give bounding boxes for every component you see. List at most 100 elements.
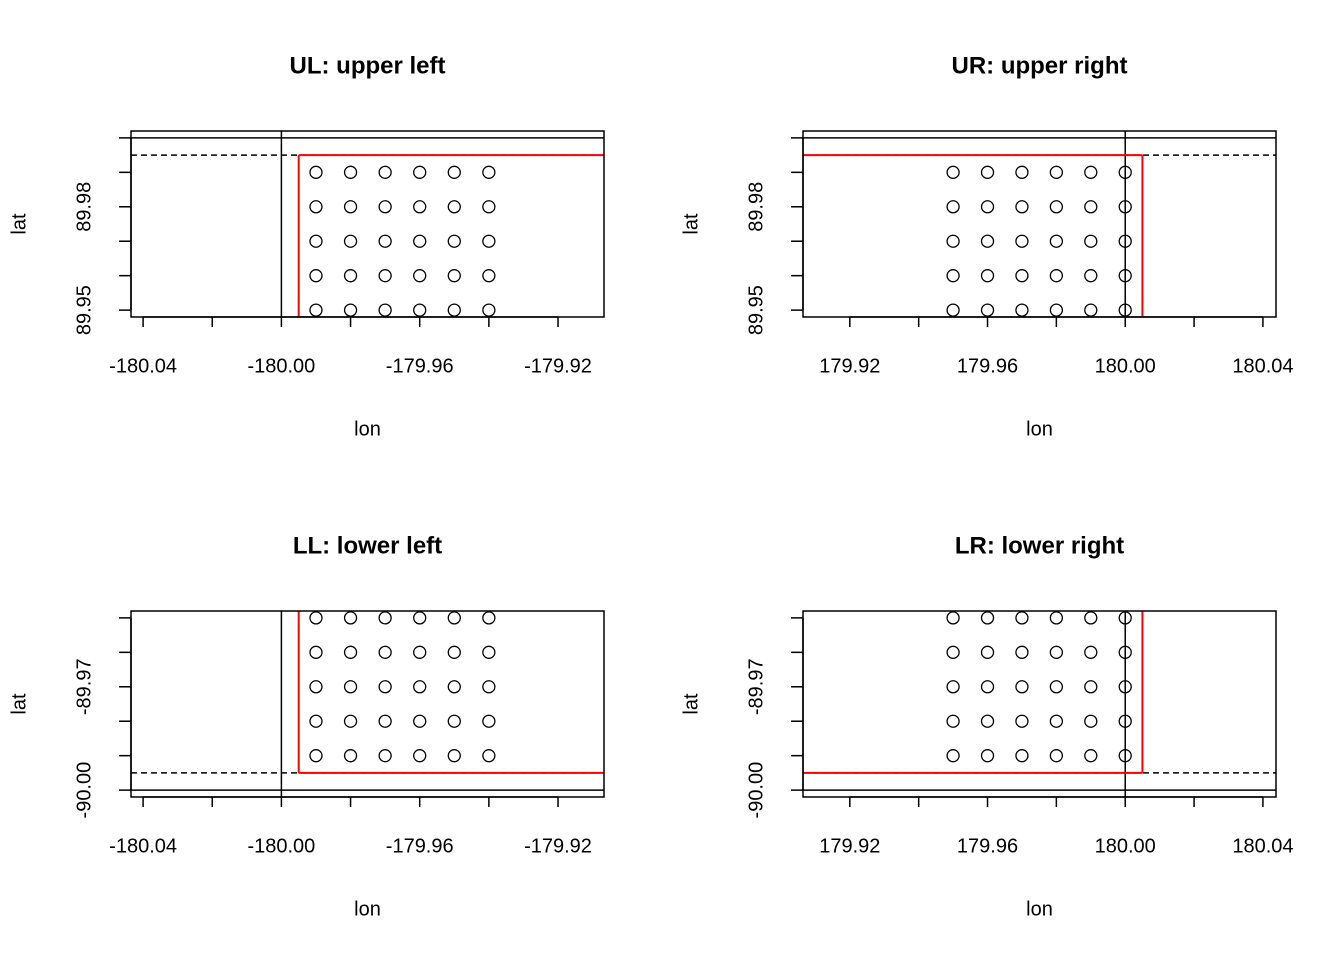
- y-axis-label: lat: [8, 693, 30, 715]
- point: [1118, 200, 1132, 214]
- point: [378, 749, 392, 763]
- point: [946, 611, 960, 625]
- point: [1084, 303, 1098, 317]
- point: [980, 645, 995, 659]
- point: [378, 645, 392, 659]
- point: [309, 645, 323, 659]
- plot-frame: [130, 130, 605, 318]
- point: [413, 165, 427, 179]
- point: [378, 234, 392, 248]
- point: [946, 645, 960, 659]
- plot-area: [131, 131, 604, 317]
- point: [946, 714, 960, 728]
- point: [343, 165, 358, 179]
- point: [1049, 645, 1064, 659]
- point: [378, 269, 392, 283]
- point: [1049, 303, 1064, 317]
- x-tick-label: -180.04: [109, 835, 177, 857]
- plot-area: [131, 611, 604, 797]
- y-axis-label: lat: [680, 213, 702, 235]
- x-tick-label: 180.00: [1095, 355, 1156, 377]
- point: [980, 611, 995, 625]
- x-tick-label: 179.92: [819, 355, 880, 377]
- point: [980, 234, 995, 248]
- x-tick-label: -179.92: [524, 835, 592, 857]
- point: [482, 234, 496, 248]
- panel: LL: lower left lon lat -180.04 -180.00 -179.9…: [8, 532, 605, 920]
- plot-frame: [130, 610, 605, 798]
- point: [343, 714, 358, 728]
- x-tick-label: 180.00: [1095, 835, 1156, 857]
- point: [447, 234, 461, 248]
- point: [1084, 234, 1098, 248]
- x-tick-label: -180.00: [247, 355, 315, 377]
- plot-area: [803, 131, 1276, 317]
- x-axis-label: lon: [1026, 898, 1053, 920]
- point: [378, 714, 392, 728]
- y-tick-label: 89.98: [73, 182, 95, 232]
- point: [309, 680, 323, 694]
- point: [343, 303, 358, 317]
- x-tick-label: 180.04: [1232, 355, 1293, 377]
- x-tick-label: -179.92: [524, 355, 592, 377]
- point: [309, 165, 323, 179]
- y-tick-label: -90.00: [745, 762, 767, 819]
- point: [1015, 749, 1029, 763]
- point: [1015, 200, 1029, 214]
- point: [378, 200, 392, 214]
- point: [980, 303, 995, 317]
- plot-area: [803, 611, 1276, 797]
- point: [1118, 749, 1132, 763]
- point: [1049, 611, 1064, 625]
- x-tick-label: 179.96: [957, 835, 1018, 857]
- point: [413, 645, 427, 659]
- point: [482, 680, 496, 694]
- plot-frame: [802, 610, 1277, 798]
- x-tick-label: 179.92: [819, 835, 880, 857]
- x-axis-label: lon: [354, 898, 381, 920]
- point: [447, 645, 461, 659]
- point: [980, 269, 995, 283]
- point: [482, 165, 496, 179]
- point: [482, 303, 496, 317]
- y-tick-label: 89.95: [73, 285, 95, 335]
- point: [1015, 611, 1029, 625]
- point: [309, 303, 323, 317]
- point: [980, 165, 995, 179]
- x-tick-label: -180.00: [247, 835, 315, 857]
- y-axis-label: lat: [680, 693, 702, 715]
- point: [343, 611, 358, 625]
- point: [1015, 714, 1029, 728]
- point: [1015, 165, 1029, 179]
- point: [413, 680, 427, 694]
- point: [447, 269, 461, 283]
- point: [1084, 269, 1098, 283]
- point: [946, 680, 960, 694]
- point: [1015, 680, 1029, 694]
- point: [1118, 714, 1132, 728]
- point: [980, 680, 995, 694]
- point: [1118, 303, 1132, 317]
- y-tick-label: -90.00: [73, 762, 95, 819]
- point: [343, 234, 358, 248]
- point: [413, 269, 427, 283]
- point: [1049, 269, 1064, 283]
- point: [413, 200, 427, 214]
- point: [413, 303, 427, 317]
- point: [1084, 165, 1098, 179]
- point: [482, 200, 496, 214]
- point: [447, 714, 461, 728]
- panel: UL: upper left lon lat -180.04 -180.00 -179.9…: [8, 52, 605, 440]
- y-axis-label: lat: [8, 213, 30, 235]
- panel: UR: upper right lon lat 179.92 179.96 180.00 1…: [680, 52, 1293, 440]
- point: [980, 200, 995, 214]
- point: [1084, 714, 1098, 728]
- y-tick-label: 89.98: [745, 182, 767, 232]
- point: [1118, 611, 1132, 625]
- panel-title: LL: lower left: [293, 532, 442, 559]
- point: [378, 611, 392, 625]
- point: [413, 611, 427, 625]
- point: [413, 749, 427, 763]
- x-axis-label: lon: [354, 418, 381, 440]
- point: [447, 200, 461, 214]
